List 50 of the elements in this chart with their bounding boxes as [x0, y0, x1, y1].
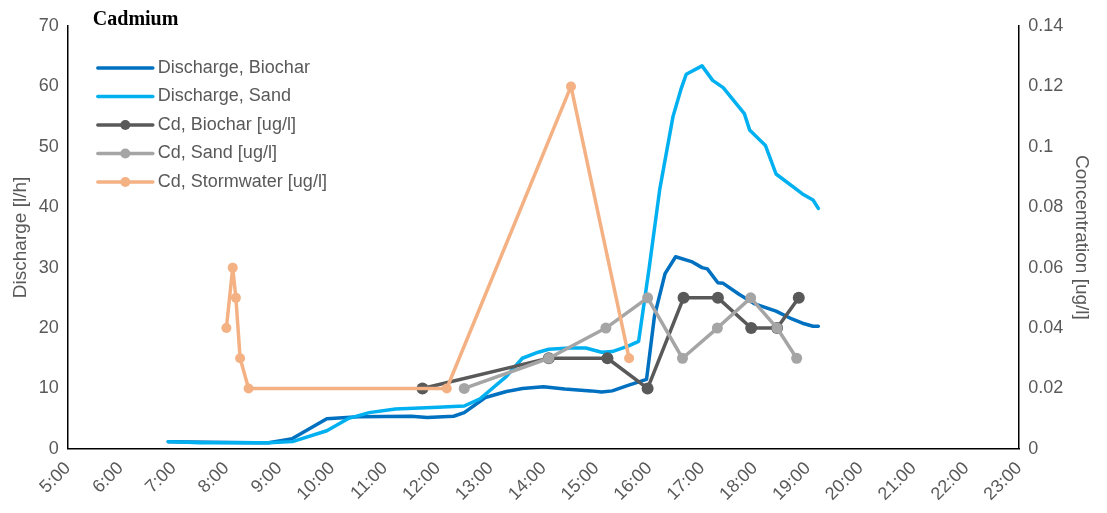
point [642, 292, 654, 304]
x-tick-label: 5:00 [35, 457, 75, 497]
point [711, 291, 724, 304]
x-tick-label: 6:00 [88, 457, 128, 497]
point [243, 383, 254, 394]
legend-label: Cd, Sand [ug/l] [157, 142, 277, 163]
y-axis-title: Discharge [l/h] [8, 176, 30, 299]
y-tick-label: 60 [38, 75, 59, 96]
point [791, 352, 803, 364]
point [227, 262, 238, 273]
legend-label: Cd, Stormwater [ug/l] [157, 170, 327, 191]
y2-tick-label: 0.1 [1028, 135, 1054, 156]
x-tick-label: 8:00 [193, 457, 233, 497]
point [441, 383, 452, 394]
chart-title: Cadmium [92, 7, 179, 30]
y-tick-label: 0 [48, 437, 59, 458]
point [600, 322, 612, 334]
legend-label: Discharge, Biochar [157, 56, 310, 77]
point [677, 352, 688, 364]
point [458, 382, 470, 394]
point [641, 382, 654, 395]
y2-tick-label: 0 [1028, 437, 1039, 458]
x-tick-label: 7:00 [140, 457, 180, 497]
y-tick-label: 40 [38, 196, 59, 217]
y2-tick-label: 0.02 [1028, 377, 1064, 398]
y2-tick-label: 0.06 [1028, 256, 1064, 277]
y2-tick-label: 0.14 [1028, 14, 1064, 35]
point [235, 353, 246, 364]
x-tick-label: 9:00 [246, 457, 286, 497]
point [745, 292, 757, 304]
legend-label: Discharge, Sand [157, 85, 291, 106]
point [624, 353, 635, 364]
point [230, 292, 241, 303]
point [677, 291, 690, 304]
point [711, 322, 723, 334]
point [601, 352, 614, 365]
y-tick-label: 10 [38, 377, 59, 398]
y2-tick-label: 0.08 [1028, 196, 1064, 217]
y2-axis-title: Concentration [ug/l] [1072, 155, 1094, 320]
point [565, 81, 576, 92]
point [745, 322, 758, 335]
point [792, 291, 805, 304]
y-tick-label: 20 [38, 317, 59, 338]
legend-label: Cd, Biochar [ug/l] [157, 113, 296, 134]
y2-tick-label: 0.12 [1028, 75, 1064, 96]
y-tick-label: 30 [38, 256, 59, 277]
y-tick-label: 50 [38, 135, 59, 156]
y-tick-label: 70 [38, 14, 59, 35]
y2-tick-label: 0.04 [1028, 317, 1064, 338]
point [221, 323, 232, 334]
